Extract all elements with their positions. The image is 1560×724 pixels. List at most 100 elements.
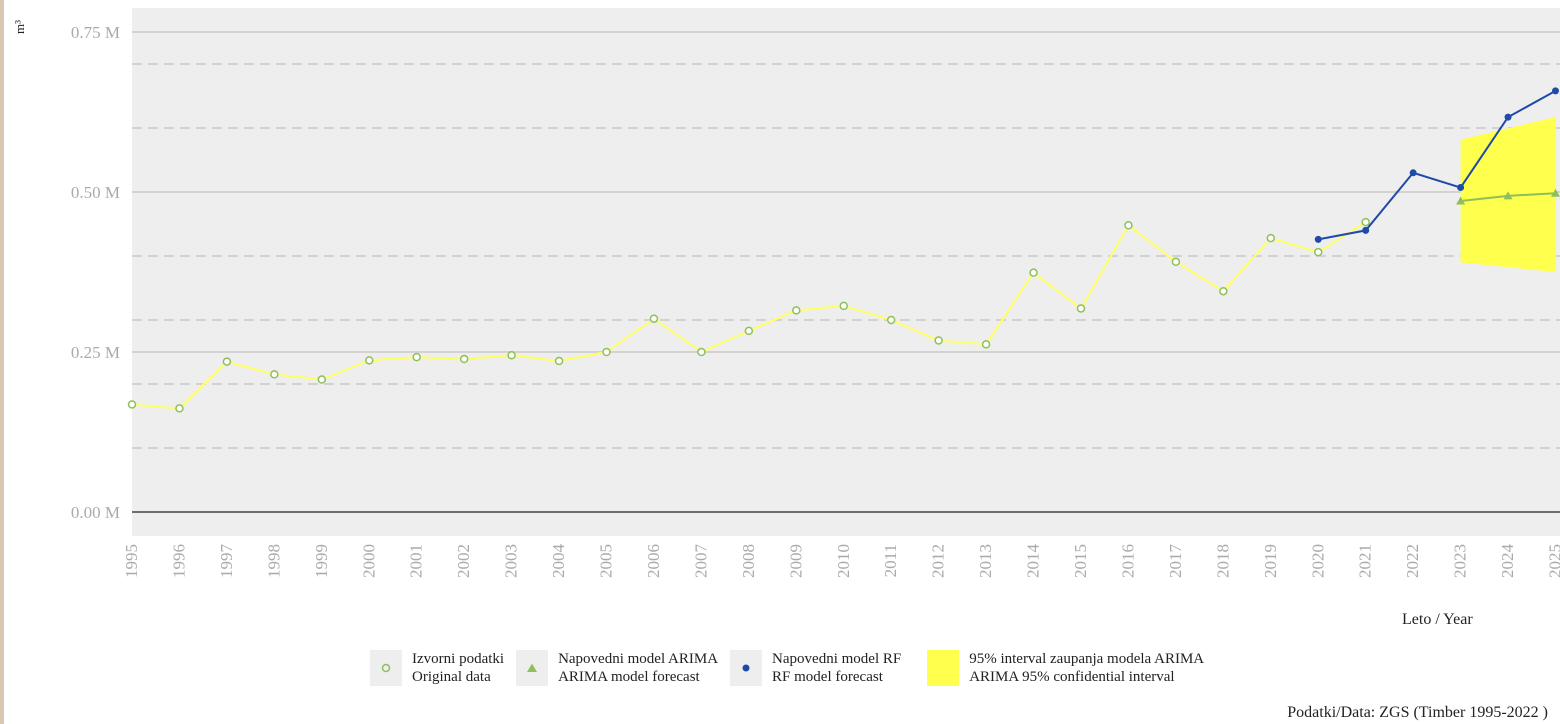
original-data-point <box>792 306 801 315</box>
original-data-point <box>744 326 754 336</box>
plot-background <box>132 8 1560 536</box>
y-tick-label: 0.50 M <box>71 183 120 202</box>
x-tick-label: 2013 <box>976 544 995 578</box>
dot-marker-icon <box>742 664 750 672</box>
legend-item-rf[interactable]: Napovedni model RF RF model forecast <box>730 650 901 686</box>
y-axis-unit: m³ <box>12 19 27 34</box>
original-data-point <box>459 354 469 364</box>
x-tick-label: 2016 <box>1118 544 1137 578</box>
original-data-point <box>934 336 943 345</box>
original-data-point <box>602 347 611 357</box>
data-source: Podatki/Data: ZGS (Timber 1995-2022 ) <box>1287 704 1548 721</box>
legend-text-arima: Napovedni model ARIMA ARIMA model foreca… <box>558 650 718 686</box>
original-data-point <box>507 350 516 360</box>
legend-text-interval: 95% interval zaupanja modela ARIMA ARIMA… <box>969 650 1204 686</box>
legend: Izvorni podatki Original data Napovedni … <box>370 650 1204 688</box>
x-tick-label: 2017 <box>1166 544 1185 579</box>
y-tick-label: 0.00 M <box>71 503 120 522</box>
x-tick-label: 2009 <box>786 544 805 578</box>
legend-line2: RF model forecast <box>772 669 883 685</box>
rf-forecast-point <box>1504 113 1512 121</box>
x-tick-label: 2024 <box>1498 544 1517 579</box>
arima-forecast-point <box>1551 188 1560 197</box>
arima-forecast-point <box>1456 196 1466 205</box>
x-tick-label: 2014 <box>1024 544 1043 579</box>
x-tick-label: 2021 <box>1356 544 1375 578</box>
x-tick-label: 2022 <box>1403 544 1422 578</box>
x-tick-label: 2000 <box>359 544 378 578</box>
x-tick-label: 2010 <box>834 544 853 578</box>
original-data-point <box>412 352 421 362</box>
x-axis-title: Leto / Year <box>1402 611 1473 628</box>
rf-forecast-line <box>1318 90 1556 241</box>
original-data-point <box>1124 221 1133 230</box>
y-tick-labels: 0.00 M 0.25 M 0.50 M 0.75 M <box>71 23 120 522</box>
series-layer <box>127 87 1560 413</box>
x-tick-label: 1997 <box>217 544 236 579</box>
x-tick-label: 1996 <box>169 544 188 578</box>
legend-key-original <box>370 650 402 686</box>
legend-line1: Napovedni model ARIMA <box>558 651 719 667</box>
original-data-point <box>1076 304 1086 313</box>
x-tick-label: 2006 <box>644 544 663 578</box>
legend-line2: ARIMA 95% confidential interval <box>969 669 1175 685</box>
x-tick-label: 2019 <box>1261 544 1280 578</box>
x-tick-label: 2020 <box>1308 544 1327 578</box>
original-data-point <box>1029 268 1038 277</box>
x-tick-label: 2002 <box>454 544 473 578</box>
x-tick-label: 2005 <box>597 544 616 578</box>
triangle-marker-icon <box>527 663 538 672</box>
original-data-point <box>365 356 374 365</box>
legend-text-original: Izvorni podatki Original data <box>412 650 504 686</box>
original-data-point <box>649 314 659 323</box>
rf-forecast-point <box>1457 184 1465 192</box>
legend-line2: Original data <box>412 669 491 685</box>
x-tick-label: 2012 <box>929 544 948 578</box>
x-tick-label: 1995 <box>122 544 141 578</box>
arima-forecast-point <box>1503 191 1513 200</box>
original-data-point <box>222 357 232 366</box>
x-tick-label: 2025 <box>1546 544 1560 578</box>
x-tick-labels: 1995 1996 1997 1998 1999 2000 2001 2002 2003 2004… <box>122 544 1560 579</box>
x-tick-label: 2011 <box>881 544 900 577</box>
grid-layer <box>132 31 1560 513</box>
x-tick-label: 2008 <box>739 544 758 578</box>
open-circle-marker-icon <box>381 663 391 673</box>
original-data-point <box>697 347 706 357</box>
x-tick-label: 2001 <box>407 544 426 578</box>
rf-forecast-point <box>1552 87 1559 95</box>
legend-item-interval[interactable]: 95% interval zaupanja modela ARIMA ARIMA… <box>927 650 1204 686</box>
x-tick-label: 1999 <box>312 544 331 578</box>
x-tick-label: 2015 <box>1071 544 1090 578</box>
legend-line1: 95% interval zaupanja modela ARIMA <box>969 651 1205 667</box>
original-data-point <box>839 301 848 311</box>
x-tick-label: 2004 <box>549 544 568 579</box>
legend-key-arima <box>516 650 549 686</box>
x-tick-label: 2023 <box>1451 544 1470 578</box>
legend-key-rf <box>730 650 763 686</box>
original-data-point <box>554 356 564 366</box>
legend-line2: ARIMA model forecast <box>558 669 700 685</box>
rf-forecast-point <box>1409 169 1417 177</box>
original-data-point <box>127 400 137 409</box>
y-tick-label: 0.75 M <box>71 23 120 42</box>
y-tick-label: 0.25 M <box>71 343 120 362</box>
legend-key-interval <box>927 650 960 686</box>
original-data-point <box>1171 257 1181 267</box>
original-data-point <box>1361 217 1370 227</box>
original-data-point <box>317 375 327 384</box>
legend-text-rf: Napovedni model RF RF model forecast <box>772 650 901 686</box>
legend-item-original[interactable]: Izvorni podatki Original data <box>370 650 504 686</box>
legend-line1: Izvorni podatki <box>412 651 505 667</box>
rf-forecast-point <box>1314 235 1322 243</box>
original-data-point <box>1266 233 1276 243</box>
x-tick-label: 2018 <box>1213 544 1232 578</box>
x-tick-label: 2007 <box>691 544 710 579</box>
x-tick-label: 1998 <box>264 544 283 578</box>
original-data-point <box>1219 286 1228 296</box>
original-data-point <box>175 404 184 413</box>
legend-item-arima[interactable]: Napovedni model ARIMA ARIMA model foreca… <box>516 650 718 686</box>
original-data-point <box>981 340 991 349</box>
original-data-point <box>886 315 896 325</box>
